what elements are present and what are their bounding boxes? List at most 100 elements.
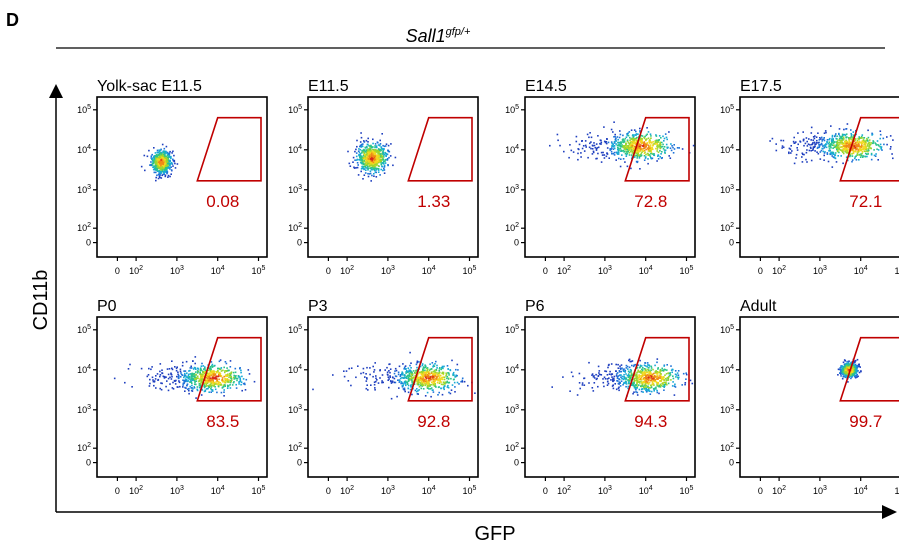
- event-dot: [867, 153, 869, 155]
- event-dot: [423, 382, 426, 385]
- genotype-title: Sall1gfp/+: [406, 26, 471, 46]
- event-dot: [370, 153, 373, 156]
- event-dot: [641, 372, 644, 374]
- event-dot: [361, 167, 364, 170]
- event-dot: [424, 371, 427, 373]
- event-dot: [357, 365, 359, 367]
- event-dot: [418, 371, 421, 374]
- event-dot: [424, 364, 426, 367]
- event-dot: [643, 159, 646, 161]
- event-dot: [199, 377, 201, 380]
- event-dot: [403, 366, 406, 369]
- event-dot: [370, 168, 373, 171]
- event-dot: [410, 377, 413, 379]
- event-dot: [600, 161, 603, 163]
- event-dot: [380, 146, 382, 148]
- event-dot: [611, 152, 613, 155]
- event-dot: [639, 127, 641, 130]
- event-dot: [153, 161, 155, 164]
- event-dot: [635, 130, 637, 133]
- event-dot: [677, 378, 680, 380]
- event-dot: [606, 138, 608, 140]
- event-dot: [448, 372, 450, 375]
- event-dot: [635, 379, 637, 382]
- tick-base: 10: [170, 486, 180, 496]
- event-dot: [630, 145, 632, 148]
- event-dot: [620, 370, 622, 373]
- event-dot: [433, 373, 436, 376]
- event-dot: [208, 367, 210, 369]
- event-dot: [365, 169, 367, 171]
- event-dot: [640, 385, 642, 387]
- event-dot: [367, 172, 369, 175]
- event-dot: [155, 162, 158, 164]
- y-tick-label: 105: [288, 324, 302, 335]
- event-dot: [154, 159, 156, 162]
- event-dot: [148, 385, 151, 387]
- event-dot: [841, 372, 843, 375]
- event-dot: [359, 153, 362, 155]
- event-dot: [370, 150, 373, 153]
- event-dot: [235, 375, 237, 377]
- event-dot: [373, 383, 376, 386]
- event-dot: [384, 158, 387, 161]
- event-dot: [659, 145, 661, 147]
- event-dot: [826, 139, 829, 141]
- event-dot: [447, 382, 450, 384]
- event-dot: [234, 376, 237, 378]
- event-dot: [434, 384, 436, 386]
- y-tick-label: 103: [505, 404, 519, 415]
- event-dot: [643, 374, 645, 377]
- event-dot: [848, 142, 850, 144]
- event-dot: [657, 158, 660, 160]
- event-dot: [584, 140, 587, 142]
- event-dot: [373, 173, 375, 175]
- event-dot: [628, 378, 631, 381]
- event-dot: [802, 131, 804, 133]
- event-dot: [409, 364, 411, 367]
- event-dot: [169, 168, 171, 170]
- event-dot: [623, 141, 626, 143]
- event-dot: [197, 377, 199, 379]
- event-dot: [348, 162, 351, 165]
- event-dot: [637, 371, 639, 373]
- event-dot: [648, 365, 651, 367]
- gate-polygon: [624, 116, 690, 182]
- event-dot: [441, 366, 443, 369]
- event-dot: [653, 153, 655, 155]
- event-dot: [377, 169, 380, 171]
- event-dot: [240, 369, 242, 372]
- event-dot: [192, 368, 195, 370]
- event-dot: [805, 137, 808, 139]
- event-dot: [380, 155, 382, 157]
- tick-base: 10: [129, 486, 139, 496]
- event-dot: [421, 375, 424, 377]
- event-dot: [160, 172, 162, 175]
- event-dot: [457, 369, 459, 371]
- event-dot: [166, 165, 169, 167]
- event-dot: [371, 149, 373, 151]
- event-dot: [864, 155, 867, 158]
- event-dot: [362, 160, 365, 163]
- event-dot: [613, 375, 616, 378]
- event-dot: [156, 158, 158, 161]
- event-dot: [162, 161, 164, 164]
- event-dot: [613, 151, 616, 154]
- event-dot: [674, 383, 676, 386]
- event-dot: [404, 365, 407, 367]
- event-dot: [371, 164, 374, 166]
- event-dot: [854, 376, 857, 379]
- event-dot: [196, 372, 199, 374]
- event-dot: [201, 370, 204, 372]
- event-dot: [858, 146, 861, 149]
- event-dot: [157, 177, 160, 180]
- event-dot: [373, 175, 375, 177]
- event-dot: [422, 369, 424, 372]
- event-dot: [658, 145, 660, 148]
- event-dot: [851, 138, 853, 140]
- event-dot: [222, 384, 225, 386]
- event-dot: [643, 137, 646, 140]
- event-dot: [377, 161, 380, 164]
- tick-exp: 2: [567, 485, 571, 492]
- event-dot: [681, 148, 684, 150]
